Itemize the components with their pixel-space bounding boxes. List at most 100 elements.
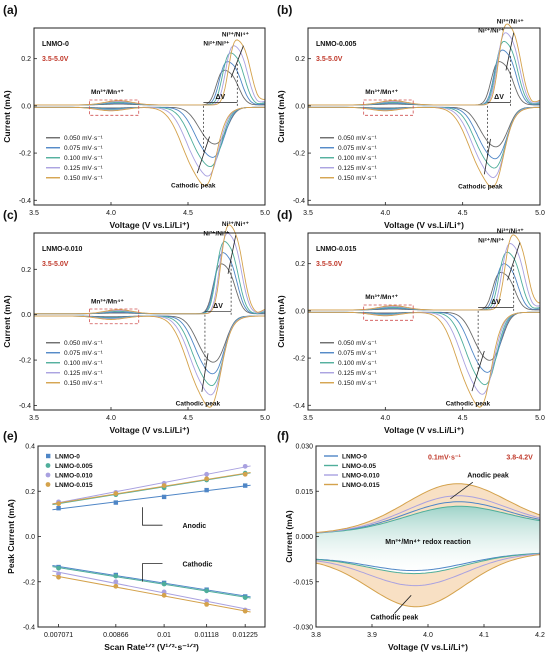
- panel-f-legend-label-2: LNMO-0.010: [342, 473, 380, 480]
- panel-e-point-3-cathodic-4: [242, 608, 248, 614]
- panel-b-legend-label-2: 0.100 mV·s⁻¹: [338, 155, 378, 162]
- panel-b-ytick-label-2: 0.0: [295, 103, 305, 110]
- panel-e-fit-3-cathodic: [52, 574, 251, 613]
- panel-d-voltage-window: 3.5-5.0V: [316, 261, 343, 268]
- panel-a-ytick-label-3: 0.2: [21, 56, 31, 63]
- panel-e-legend-marker-1: [45, 463, 51, 468]
- panel-c-ni2-label: Ni³⁺/Ni⁴⁺: [222, 221, 250, 228]
- panel-d-ytick-label-1: -0.2: [293, 356, 305, 363]
- panel-c-voltage-window: 3.5-5.0V: [42, 261, 69, 268]
- panel-e-ytick-label-4: 0.4: [25, 444, 35, 451]
- panel-b-legend-label-3: 0.125 mV·s⁻¹: [338, 165, 378, 172]
- panel-f-xtick-label-1: 3.9: [367, 632, 377, 639]
- panel-e-ytick-label-3: 0.2: [25, 489, 35, 496]
- panel-f-curve-cathodic-0: [315, 552, 541, 572]
- panel-c-mn-box: [89, 308, 140, 325]
- panel-f-curve-anodic-0: [315, 501, 541, 534]
- panel-f-legend-label-3: LNMO-0.015: [342, 482, 380, 489]
- panel-f-ytick-label-2: 0.000: [295, 534, 313, 541]
- panel-f-curve-anodic-2: [315, 495, 541, 534]
- panel-b-ylabel: Current (mA): [276, 90, 286, 143]
- panel-c-cathodic-label: Cathodic peak: [176, 400, 221, 407]
- panel-a-cathodic-arrow: [196, 136, 210, 174]
- panel-e-point-2-anodic-3: [204, 471, 210, 477]
- panel-b-sample-name: LNMO-0.005: [316, 41, 357, 48]
- panel-c-legend-label-4: 0.150 mV·s⁻¹: [64, 380, 104, 387]
- panel-e-point-2-cathodic-3: [204, 598, 210, 604]
- panel-b: (b) 3.5 4.0 4.5 5.0 -0.4 -0.2 0.0 0.2 Voltage (V …: [276, 3, 545, 230]
- panel-b-plot-frame: [307, 27, 541, 206]
- panel-b-legend-label-4: 0.150 mV·s⁻¹: [338, 175, 378, 182]
- panel-a-curves: [33, 39, 266, 187]
- panel-d-legend-label-1: 0.075 mV·s⁻¹: [338, 350, 378, 357]
- panel-e-point-2-cathodic-2: [161, 589, 167, 595]
- panel-c-label: (c): [3, 208, 18, 222]
- panel-e-legend: LNMO-0 LNMO-0.005 LNMO-0.010 LNMO-0.015: [45, 454, 93, 489]
- panel-f-xlabel: Voltage (V vs.Li/Li⁺): [388, 642, 468, 652]
- panel-e-point-1-cathodic-3: [204, 588, 210, 594]
- panel-b-cv-curve-4: [307, 23, 541, 188]
- panel-a-sample-name: LNMO-0: [42, 41, 69, 48]
- panel-d-legend-label-0: 0.050 mV·s⁻¹: [338, 340, 378, 347]
- panel-c-xtick-label-0: 3.5: [29, 415, 39, 422]
- panel-a-mn-box: [89, 99, 140, 116]
- panel-d-sample-name: LNMO-0.015: [316, 246, 357, 253]
- panel-b-cathodic-label: Cathodic peak: [458, 183, 503, 190]
- panel-e-point-0-anodic-0: [56, 506, 61, 511]
- panel-c: (c) 3.5 4.0 4.5 5.0 -0.4 -0.2 0.0 0.2 Voltage (V …: [2, 208, 270, 435]
- panel-a: (a) 3.5 4.0 4.5 5.0 -0.4 -0.2 0.0 0.2 Voltage (V …: [2, 3, 270, 230]
- panel-c-legend-label-0: 0.050 mV·s⁻¹: [64, 340, 104, 347]
- panel-e-xtick-label-1: 0.00866: [103, 632, 128, 639]
- panel-b-curves: [307, 23, 541, 188]
- panel-e-point-3-anodic-4: [242, 471, 248, 477]
- panel-e-point-1-cathodic-4: [242, 595, 248, 600]
- panel-a-voltage-window: 3.5-5.0V: [42, 56, 69, 63]
- panel-e-point-3-anodic-0: [56, 501, 61, 507]
- panel-e-fit-2-anodic: [52, 465, 251, 505]
- panel-a-legend-label-1: 0.075 mV·s⁻¹: [64, 145, 104, 152]
- panel-f-curve-cathodic-2: [315, 553, 541, 587]
- panel-e-point-3-cathodic-1: [113, 583, 119, 589]
- panel-a-dv-label: ΔV: [215, 94, 225, 101]
- panel-d-cathodic-label: Cathodic peak: [446, 400, 491, 407]
- panel-b-ytick-label-0: -0.4: [293, 198, 305, 205]
- panel-c-ytick-label-3: 0.2: [21, 267, 31, 274]
- panel-c-cathodic-arrow: [201, 353, 209, 392]
- panel-b-anodic-arrow: [505, 32, 515, 71]
- panel-e-point-3-cathodic-0: [56, 574, 61, 580]
- panel-d-anodic-arrow: [507, 242, 521, 281]
- panel-c-sample-name: LNMO-0.010: [42, 246, 83, 253]
- panel-f-legend: LNMO-0 LNMO-0.05 LNMO-0.010 LNMO-0.015: [324, 454, 380, 489]
- panel-c-ytick-label-0: -0.4: [19, 403, 31, 410]
- panel-e-legend-label-2: LNMO-0.010: [55, 473, 93, 480]
- panel-b-legend: 0.050 mV·s⁻¹ 0.075 mV·s⁻¹ 0.100 mV·s⁻¹ 0.12…: [320, 135, 378, 182]
- panel-c-ni1-label: Ni²⁺/Ni³⁺: [203, 230, 230, 237]
- panel-e-xtick-label-3: 0.01118: [194, 632, 218, 639]
- panel-d-xtick-label-3: 5.0: [535, 415, 545, 422]
- panel-c-mn-label: Mn³⁺/Mn⁴⁺: [91, 298, 124, 305]
- panel-e-cathodic-arrow: [142, 563, 163, 582]
- panel-e-point-0-anodic-1: [113, 500, 119, 505]
- panel-a-ytick-label-1: -0.2: [19, 151, 31, 158]
- panel-e-xtick-label-4: 0.01225: [233, 632, 258, 639]
- panel-e-xlabel: Scan Rate¹ᐟ² (V¹ᐟ²·s⁻¹ᐟ²): [104, 642, 199, 652]
- panel-e-anodic-arrow: [142, 507, 163, 526]
- panel-a-label: (a): [3, 3, 18, 17]
- panel-c-dv-label: ΔV: [213, 303, 223, 310]
- panel-e-legend-label-3: LNMO-0.015: [55, 482, 93, 489]
- panel-d-ylabel: Current (mA): [276, 295, 286, 348]
- panel-f-curve-anodic-3: [315, 483, 541, 533]
- panel-d-plot-frame: [307, 232, 541, 411]
- panel-e-point-3-cathodic-2: [161, 592, 167, 598]
- panel-f-band-middle: [316, 506, 540, 574]
- panel-f-window: 3.8-4.2V: [506, 455, 533, 462]
- panel-f-xtick-label-3: 4.1: [479, 632, 489, 639]
- panel-a-legend: 0.050 mV·s⁻¹ 0.075 mV·s⁻¹ 0.100 mV·s⁻¹ 0.12…: [46, 135, 104, 182]
- panel-d-ni2-label: Ni³⁺/Ni⁴⁺: [497, 228, 525, 235]
- panel-c-xtick-label-2: 4.5: [183, 415, 193, 422]
- panel-f-curve-cathodic-3: [315, 554, 541, 608]
- panel-a-mn-label: Mn³⁺/Mn⁴⁺: [91, 89, 124, 96]
- panel-d-ytick-label-0: -0.4: [293, 403, 305, 410]
- panel-d-ni1-label: Ni²⁺/Ni³⁺: [478, 237, 505, 244]
